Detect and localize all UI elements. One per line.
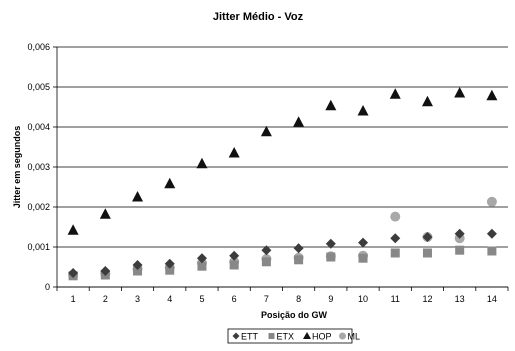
axes xyxy=(53,46,509,291)
data-point-etx xyxy=(229,260,239,270)
y-tick-label: 0,005 xyxy=(27,82,50,92)
data-point-ett xyxy=(390,233,401,244)
x-tick-label: 13 xyxy=(455,294,465,304)
legend-label-etx: ETX xyxy=(277,332,295,342)
legend-marker-hop xyxy=(303,332,311,339)
y-tick-label: 0,001 xyxy=(27,242,50,252)
data-point-hop xyxy=(67,224,79,235)
x-tick-label: 8 xyxy=(296,294,301,304)
y-axis-label: Jitter em segundos xyxy=(12,126,22,209)
data-point-etx xyxy=(165,265,175,275)
data-point-hop xyxy=(164,177,176,189)
x-tick-label: 12 xyxy=(422,294,432,304)
data-point-hop xyxy=(389,88,401,99)
y-tick-label: 0,003 xyxy=(27,162,50,172)
y-tick-labels: 0 0,001 0,002 0,003 0,004 0,005 0,006 xyxy=(27,42,50,292)
x-tick-label: 1 xyxy=(71,294,76,304)
data-point-hop xyxy=(293,116,305,127)
legend-box xyxy=(227,328,353,344)
x-tick-label: 4 xyxy=(167,294,172,304)
legend-label-ett: ETT xyxy=(241,332,259,342)
data-point-hop xyxy=(260,125,272,137)
data-point-hop xyxy=(132,191,144,202)
data-point-ett xyxy=(132,260,143,270)
x-tick-label: 2 xyxy=(103,294,108,304)
x-tick-label: 10 xyxy=(358,294,368,304)
x-tick-label: 14 xyxy=(487,294,497,304)
data-point-ett xyxy=(229,250,240,261)
x-tick-label: 5 xyxy=(199,294,204,304)
data-point-hop xyxy=(99,208,111,219)
grid-lines xyxy=(57,46,508,288)
x-tick-labels: 1 2 3 4 5 6 7 8 9 10 11 12 13 14 xyxy=(71,294,497,304)
legend-label-hop: HOP xyxy=(312,332,332,342)
data-point-ett xyxy=(68,268,79,278)
legend-label-ml: ML xyxy=(348,332,361,342)
x-axis-label: Posição do GW xyxy=(261,310,328,320)
data-point-hop xyxy=(357,105,369,116)
y-tick-label: 0 xyxy=(45,282,50,292)
data-point-etx xyxy=(261,257,271,267)
legend-marker-etx xyxy=(268,333,275,339)
data-point-ml xyxy=(390,211,401,222)
legend: ETT ETX HOP ML xyxy=(227,328,361,344)
y-tick-label: 0,002 xyxy=(27,202,50,212)
x-tick-label: 11 xyxy=(391,294,400,304)
data-point-ett xyxy=(100,266,111,276)
data-point-etx xyxy=(358,253,368,263)
y-tick-label: 0,004 xyxy=(27,122,50,132)
data-point-etx xyxy=(487,246,497,256)
chart-title: Jitter Médio - Voz xyxy=(213,11,304,23)
legend-marker-ml xyxy=(339,332,346,340)
x-tick-label: 3 xyxy=(135,294,140,304)
data-point-etx xyxy=(197,261,207,271)
data-point-etx xyxy=(422,248,432,258)
data-point-ml xyxy=(486,196,497,207)
y-tick-label: 0,006 xyxy=(27,42,50,52)
data-point-ett xyxy=(358,237,369,248)
legend-marker-ett xyxy=(232,332,240,340)
data-point-ett xyxy=(325,238,336,249)
data-point-etx xyxy=(455,245,465,255)
x-tick-label: 9 xyxy=(328,294,333,304)
data-point-hop xyxy=(228,147,240,158)
data-marks xyxy=(67,87,498,281)
data-point-ett xyxy=(454,228,465,239)
data-point-hop xyxy=(454,87,466,98)
data-point-hop xyxy=(421,95,433,107)
data-point-etx xyxy=(326,252,336,262)
data-point-hop xyxy=(196,157,208,169)
data-point-ett xyxy=(422,232,433,242)
x-tick-label: 6 xyxy=(232,294,237,304)
data-point-ett xyxy=(293,243,304,254)
data-point-etx xyxy=(390,248,400,258)
x-tick-label: 7 xyxy=(264,294,269,304)
data-point-ett xyxy=(486,228,497,239)
data-point-ett xyxy=(196,253,207,264)
data-point-hop xyxy=(325,99,337,111)
data-point-etx xyxy=(133,266,143,276)
data-point-hop xyxy=(486,89,498,101)
data-point-etx xyxy=(294,255,304,265)
data-point-ett xyxy=(261,245,272,256)
data-point-ett xyxy=(164,258,175,269)
